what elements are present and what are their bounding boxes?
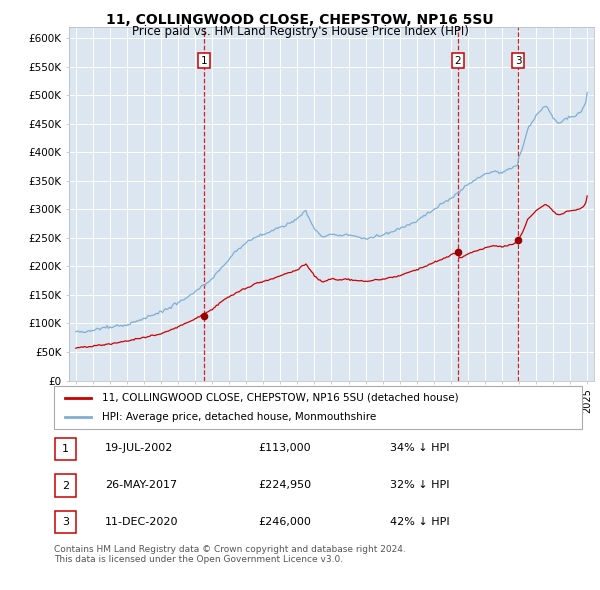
Text: 19-JUL-2002: 19-JUL-2002 bbox=[105, 443, 173, 453]
FancyBboxPatch shape bbox=[55, 474, 76, 497]
Text: Price paid vs. HM Land Registry's House Price Index (HPI): Price paid vs. HM Land Registry's House … bbox=[131, 25, 469, 38]
FancyBboxPatch shape bbox=[55, 511, 76, 533]
Text: 3: 3 bbox=[62, 517, 69, 527]
Text: £246,000: £246,000 bbox=[258, 516, 311, 526]
Text: 2: 2 bbox=[62, 481, 69, 490]
Text: £224,950: £224,950 bbox=[258, 480, 311, 490]
Text: 32% ↓ HPI: 32% ↓ HPI bbox=[390, 480, 449, 490]
Text: 2: 2 bbox=[454, 56, 461, 66]
FancyBboxPatch shape bbox=[54, 386, 582, 429]
Text: 3: 3 bbox=[515, 56, 521, 66]
Text: 26-MAY-2017: 26-MAY-2017 bbox=[105, 480, 177, 490]
Text: Contains HM Land Registry data © Crown copyright and database right 2024.
This d: Contains HM Land Registry data © Crown c… bbox=[54, 545, 406, 564]
Text: 11, COLLINGWOOD CLOSE, CHEPSTOW, NP16 5SU (detached house): 11, COLLINGWOOD CLOSE, CHEPSTOW, NP16 5S… bbox=[101, 393, 458, 403]
Text: 1: 1 bbox=[62, 444, 69, 454]
FancyBboxPatch shape bbox=[55, 438, 76, 460]
Text: 42% ↓ HPI: 42% ↓ HPI bbox=[390, 516, 449, 526]
Text: HPI: Average price, detached house, Monmouthshire: HPI: Average price, detached house, Monm… bbox=[101, 412, 376, 422]
Text: £113,000: £113,000 bbox=[258, 443, 311, 453]
Text: 11, COLLINGWOOD CLOSE, CHEPSTOW, NP16 5SU: 11, COLLINGWOOD CLOSE, CHEPSTOW, NP16 5S… bbox=[106, 13, 494, 27]
Text: 11-DEC-2020: 11-DEC-2020 bbox=[105, 516, 179, 526]
Text: 34% ↓ HPI: 34% ↓ HPI bbox=[390, 443, 449, 453]
Text: 1: 1 bbox=[201, 56, 208, 66]
